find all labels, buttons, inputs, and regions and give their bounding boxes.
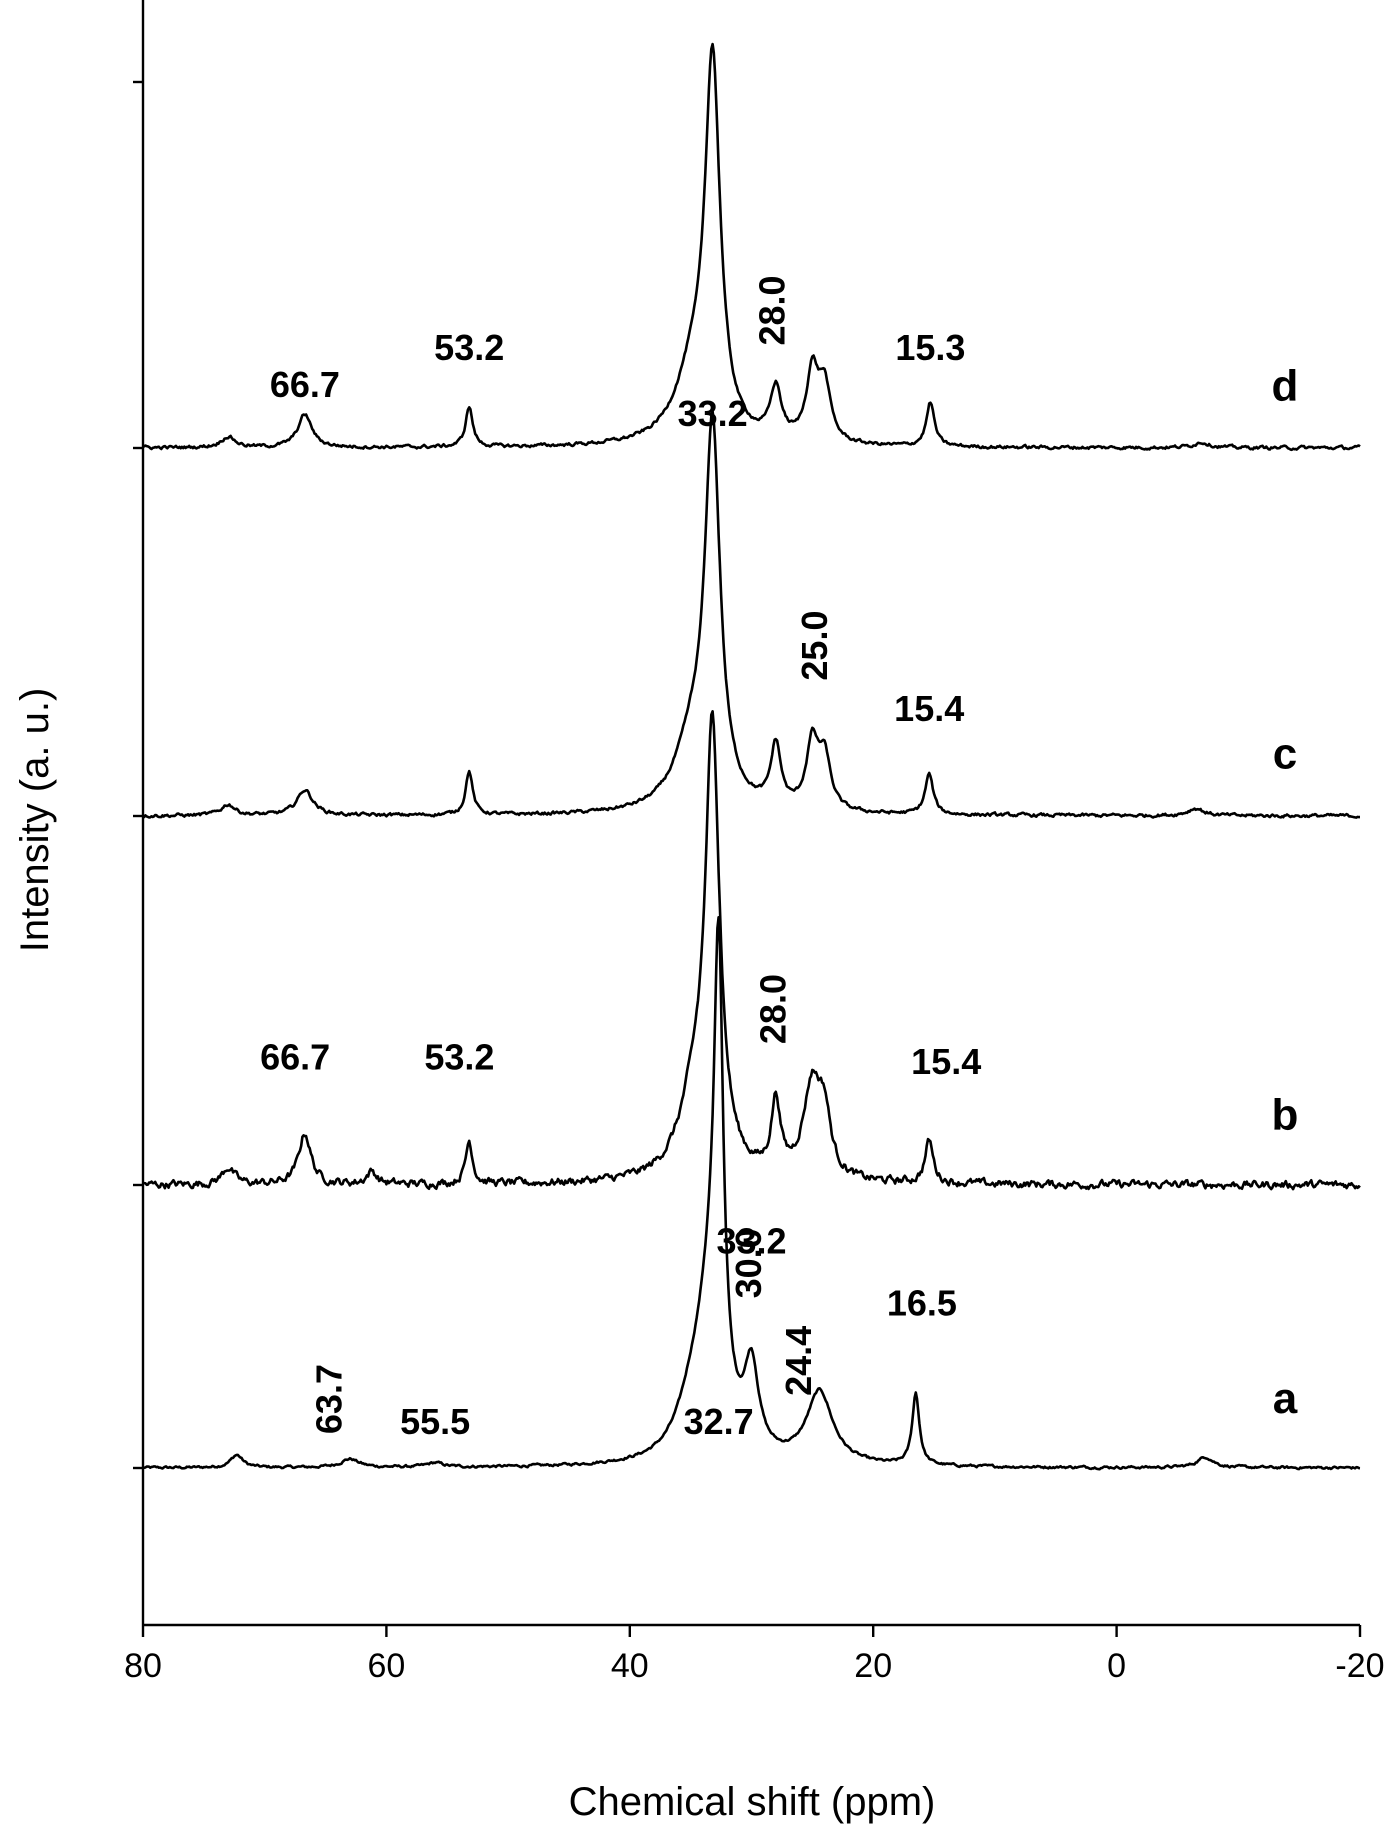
peak-label: 66.7 — [270, 364, 340, 405]
peak-label: 33.2 — [678, 393, 748, 434]
trace-label-b: b — [1272, 1090, 1299, 1139]
y-ticks — [133, 80, 143, 1470]
peak-label: 53.2 — [424, 1037, 494, 1078]
trace-label-c: c — [1273, 729, 1297, 778]
x-tick-label: 0 — [1107, 1647, 1126, 1685]
peak-label: 63.7 — [308, 1364, 349, 1434]
peak-label: 16.5 — [887, 1282, 957, 1323]
trace-label-a: a — [1273, 1374, 1298, 1423]
peak-label: 15.4 — [894, 688, 964, 729]
peak-label: 33.2 — [716, 1220, 786, 1261]
peak-label: 28.0 — [753, 974, 794, 1044]
trace-labels: a b c d — [1272, 361, 1299, 1422]
x-tick-label: -20 — [1335, 1647, 1384, 1685]
peak-label: 15.3 — [895, 327, 965, 368]
x-tick-label: 60 — [367, 1647, 405, 1685]
peak-label: 24.4 — [778, 1326, 819, 1396]
peak-label: 15.4 — [911, 1041, 981, 1082]
y-axis-title: Intensity (a. u.) — [13, 688, 57, 953]
spectra-traces — [142, 42, 1361, 1471]
x-ticks: 80 60 40 20 0 -20 — [124, 1625, 1385, 1685]
x-tick-label: 40 — [611, 1647, 649, 1685]
peak-label: 66.7 — [260, 1037, 330, 1078]
x-tick-label: 20 — [854, 1647, 892, 1685]
peak-label: 25.0 — [794, 611, 835, 681]
peak-label: 28.0 — [751, 275, 792, 345]
peak-label: 55.5 — [400, 1401, 470, 1442]
spectrum-trace-d — [142, 42, 1361, 452]
x-tick-label: 80 — [124, 1647, 162, 1685]
spectrum-trace-c — [142, 410, 1361, 819]
peak-label: 53.2 — [434, 327, 504, 368]
peak-labels: 32.7 30.024.4 16.5 63.7 55.5 33.2 28.0 66.7 53.2… — [260, 275, 981, 1442]
peak-label: 30.0 — [728, 1228, 769, 1298]
spectrum-trace-a — [142, 915, 1361, 1471]
axes — [141, 0, 1360, 1627]
trace-label-d: d — [1272, 361, 1299, 410]
x-axis-title: Chemical shift (ppm) — [569, 1780, 936, 1824]
spectrum-trace-b — [142, 710, 1361, 1191]
peak-label: 32.7 — [684, 1401, 754, 1442]
